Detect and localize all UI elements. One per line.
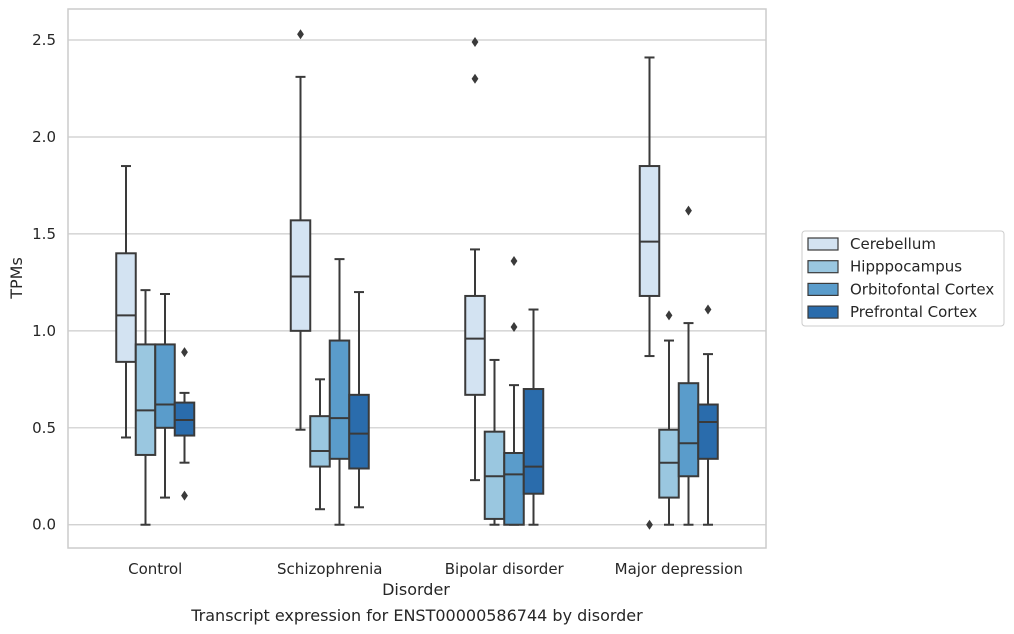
iqr-box — [328, 339, 351, 460]
y-tick-label: 1.5 — [32, 225, 56, 243]
outlier-marker — [685, 205, 692, 216]
figure-caption: Transcript expression for ENST0000058674… — [191, 606, 643, 625]
box — [464, 36, 486, 482]
box — [328, 258, 351, 526]
iqr-box — [503, 451, 525, 526]
legend-swatch — [807, 282, 839, 296]
series-prefrontal-cortex — [173, 291, 719, 526]
outlier-marker — [181, 347, 188, 358]
plot-area-frame — [67, 8, 767, 549]
iqr-box — [309, 415, 331, 468]
x-axis-label: Disorder — [382, 580, 450, 599]
legend-entry-label: Hipppocampus — [850, 258, 962, 276]
box — [115, 165, 137, 439]
box — [658, 310, 680, 526]
box — [154, 293, 176, 499]
iqr-box — [697, 403, 719, 460]
x-tick-label: Control — [128, 560, 182, 578]
box — [503, 256, 525, 526]
series-orbitofontal-cortex — [154, 205, 700, 526]
box — [522, 308, 545, 526]
y-axis-label: TPMs — [7, 257, 26, 300]
y-axis-ticks: 0.0 0.5 1.0 1.5 2.0 2.5 — [32, 31, 56, 534]
outlier-marker — [704, 304, 712, 315]
outlier-marker — [510, 321, 518, 332]
box — [289, 29, 312, 431]
legend-frame — [801, 230, 1005, 327]
legend-entry-label: Cerebellum — [850, 235, 936, 253]
box — [677, 205, 700, 526]
legend: Cerebellum Hipppocampus Orbitofontal Corte… — [801, 230, 1005, 327]
series-cerebellum — [115, 29, 661, 530]
outlier-marker — [181, 490, 188, 501]
box — [697, 304, 719, 526]
iqr-box — [348, 393, 370, 470]
legend-entry-label: Orbitofontal Cortex — [850, 280, 994, 298]
legend-swatch — [807, 260, 839, 274]
outlier-marker — [665, 310, 673, 321]
box — [483, 358, 506, 526]
x-tick-label: Major depression — [615, 560, 743, 578]
y-tick-label: 2.0 — [32, 128, 56, 146]
outlier-marker — [471, 36, 479, 47]
outlier-marker — [471, 73, 479, 84]
outlier-marker — [646, 519, 653, 530]
iqr-box — [677, 382, 700, 478]
box-series — [115, 29, 719, 530]
y-tick-label: 0.0 — [32, 516, 56, 534]
outlier-marker — [297, 29, 304, 40]
legend-entry-label: Prefrontal Cortex — [850, 303, 977, 321]
x-tick-label: Schizophrenia — [277, 560, 382, 578]
legend-swatch — [807, 305, 839, 319]
y-tick-label: 1.0 — [32, 322, 56, 340]
iqr-box — [522, 388, 545, 495]
iqr-box — [464, 294, 486, 396]
series-hipppocampus — [134, 289, 680, 526]
outlier-marker — [510, 256, 518, 267]
legend-swatch — [807, 237, 839, 251]
x-axis-ticks: Control Schizophrenia Bipolar disorder Majo… — [128, 560, 743, 578]
box — [134, 289, 157, 526]
iqr-box — [154, 343, 176, 429]
box — [173, 347, 196, 501]
y-tick-label: 2.5 — [32, 31, 56, 49]
iqr-box — [134, 343, 157, 456]
box — [309, 378, 331, 511]
box — [348, 291, 370, 509]
iqr-box — [115, 252, 137, 363]
box — [638, 56, 661, 530]
y-tick-label: 0.5 — [32, 419, 56, 437]
x-tick-label: Bipolar disorder — [445, 560, 565, 578]
iqr-box — [638, 165, 661, 297]
